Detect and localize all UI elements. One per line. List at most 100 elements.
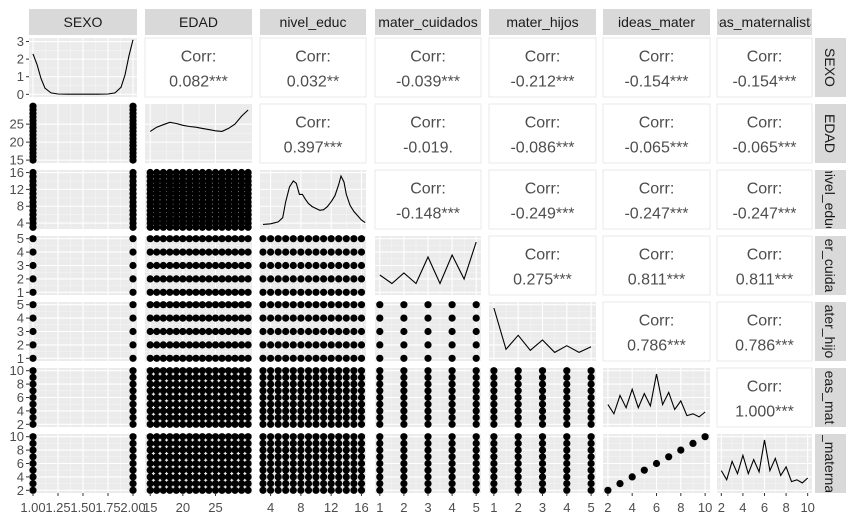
scatter-point: [172, 275, 180, 283]
density-line: [607, 373, 706, 418]
scatter-point: [224, 400, 233, 408]
scatter-point: [166, 341, 174, 349]
scatter-point: [472, 367, 480, 375]
scatter-point: [538, 387, 547, 395]
scatter-point: [350, 380, 358, 388]
scatter-point: [259, 275, 267, 283]
scatter-points: [376, 433, 480, 494]
scatter-point: [297, 380, 305, 388]
scatter-point: [159, 341, 167, 349]
scatter-point: [274, 387, 282, 395]
scatter-point: [289, 275, 297, 283]
scatter-point: [172, 327, 180, 336]
scatter-point: [185, 288, 193, 296]
scatter-point: [224, 439, 233, 447]
scatter-point: [312, 433, 320, 441]
scatter-point: [448, 446, 456, 454]
corr-panel: [716, 367, 813, 428]
scatter-point: [424, 367, 432, 375]
scatter-point: [448, 367, 456, 375]
scatter-point: [701, 433, 709, 441]
scatter-point: [448, 314, 456, 322]
scatter-point: [153, 354, 161, 362]
scatter-point: [231, 433, 239, 441]
scatter-point: [185, 439, 193, 447]
scatter-point: [267, 473, 275, 481]
scatter-point: [472, 480, 480, 488]
scatter-point: [29, 341, 37, 349]
scatter-point: [244, 414, 252, 422]
scatter-point: [304, 459, 313, 468]
scatter-point: [146, 400, 154, 408]
scatter-point: [259, 301, 267, 309]
corr-panel: [488, 169, 597, 230]
corr-label: Corr:: [525, 181, 561, 198]
scatter-point: [514, 387, 522, 395]
scatter-point: [335, 400, 343, 408]
scatter-point: [587, 466, 595, 474]
scatter-point: [400, 314, 408, 322]
scatter-point: [153, 414, 161, 422]
scatter-point: [211, 393, 220, 402]
scatter-point: [185, 367, 193, 375]
scatter-point: [192, 466, 200, 474]
scatter-points: [259, 367, 366, 428]
scatter-point: [327, 288, 335, 296]
scatter-point: [179, 486, 187, 494]
scatter-point: [587, 459, 595, 468]
scatter-point: [297, 453, 305, 461]
scatter-point: [448, 387, 456, 395]
scatter-point: [357, 367, 366, 375]
scatter-point: [129, 407, 137, 415]
scatter-point: [320, 301, 328, 309]
scatter-point: [320, 235, 328, 243]
scatter-point: [198, 414, 206, 422]
x-tick-label: 2.00: [120, 500, 145, 515]
scatter-point: [231, 248, 239, 256]
scatter-points: [29, 367, 137, 428]
scatter-point: [129, 168, 137, 177]
scatter-point: [327, 327, 335, 336]
scatter-point: [342, 387, 350, 395]
scatter-point: [238, 314, 246, 322]
column-strip: [260, 9, 366, 35]
scatter-point: [29, 446, 37, 454]
scatter-point: [335, 248, 343, 256]
scatter-point: [490, 407, 498, 415]
scatter-point: [350, 459, 358, 468]
scatter-point: [198, 407, 206, 415]
scatter-point: [179, 301, 187, 309]
scatter-point: [289, 439, 297, 447]
scatter-point: [205, 301, 213, 309]
scatter-point: [244, 327, 252, 336]
scatter-points: [376, 301, 480, 362]
scatter-point: [538, 439, 547, 447]
scatter-point: [538, 433, 547, 441]
scatter-point: [282, 486, 290, 494]
scatter-point: [211, 248, 220, 256]
scatter-point: [342, 393, 350, 402]
scatter-point: [563, 446, 571, 454]
scatter-point: [538, 400, 547, 408]
scatter-point: [153, 275, 161, 283]
scatter-point: [224, 420, 233, 428]
row-strip-label-group: er_cuida: [822, 239, 838, 293]
scatter-point: [159, 446, 167, 454]
corr-label: Corr:: [747, 181, 783, 198]
scatter-point: [274, 373, 282, 381]
scatter-point: [159, 373, 167, 381]
y-tick-label: 8: [17, 199, 24, 214]
scatter-point: [29, 261, 37, 270]
scatter-point: [342, 459, 350, 468]
scatter-point: [198, 380, 206, 388]
scatter-point: [350, 480, 358, 488]
scatter-point: [274, 248, 282, 256]
scatter-point: [289, 473, 297, 481]
row-strip-label-group: EDAD: [822, 114, 838, 153]
scatter-point: [357, 407, 366, 415]
scatter-point: [472, 393, 480, 402]
scatter-point: [282, 400, 290, 408]
scatter-point: [472, 420, 480, 428]
scatter-point: [587, 373, 595, 381]
